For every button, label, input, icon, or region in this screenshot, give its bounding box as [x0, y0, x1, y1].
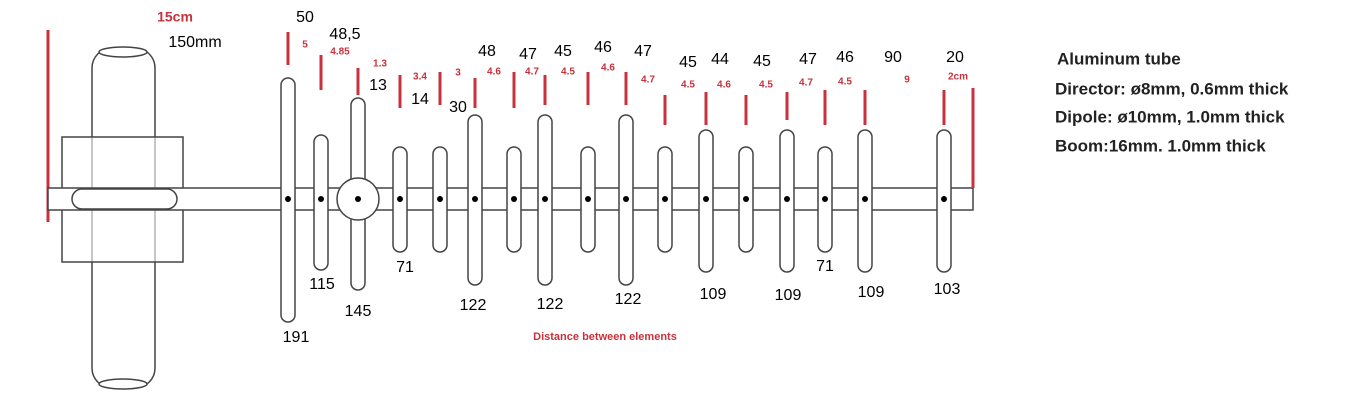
boom-hole — [941, 196, 947, 202]
notes-line: Boom:16mm. 1.0mm thick — [1055, 136, 1266, 155]
spacing-cm: 4.85 — [330, 47, 350, 58]
spacing-mm: 50 — [296, 9, 314, 26]
element-length: 145 — [345, 303, 372, 320]
element-length: 122 — [615, 291, 642, 308]
element-length: 71 — [816, 258, 834, 275]
spacing-cm: 4.6 — [717, 80, 731, 91]
element-length: 191 — [283, 329, 310, 346]
notes-line: Director: ø8mm, 0.6mm thick — [1055, 79, 1289, 98]
boom-hole — [743, 196, 749, 202]
spacing-cm: 3 — [455, 68, 461, 79]
spacing-mm: 46 — [594, 39, 612, 56]
boom-hole — [285, 196, 291, 202]
spacing-mm: 47 — [634, 43, 652, 60]
spacing-cm: 4.5 — [759, 80, 773, 91]
element-length: 115 — [309, 276, 335, 293]
spacing-mm: 90 — [884, 49, 902, 66]
spacing-mm: 44 — [711, 51, 729, 68]
spacing-cm: 9 — [904, 75, 910, 86]
boom-hole — [585, 196, 591, 202]
spacing-mm: 30 — [449, 99, 467, 116]
spacing-cm: 4.5 — [681, 80, 695, 91]
boom-hole — [397, 196, 403, 202]
element-length: 71 — [396, 259, 414, 276]
notes-title: Aluminum tube — [1057, 49, 1181, 68]
element-length: 109 — [700, 286, 727, 303]
spacing-mm: 46 — [836, 49, 854, 66]
element-length: 109 — [775, 287, 802, 304]
boom-hole — [318, 196, 324, 202]
boom-hole — [822, 196, 828, 202]
spacing-cm: 4.6 — [601, 63, 615, 74]
element-length: 122 — [537, 296, 564, 313]
mast-end — [98, 46, 148, 58]
spacing-mm: 20 — [946, 49, 964, 66]
boom-hole — [862, 196, 868, 202]
spacing-cm: 4.6 — [487, 67, 501, 78]
spacing-mm: 45 — [753, 53, 771, 70]
notes-line: Dipole: ø10mm, 1.0mm thick — [1055, 107, 1285, 126]
boom-hole — [355, 196, 361, 202]
spacing-mm: 14 — [411, 91, 429, 108]
spacing-cm: 1.3 — [373, 59, 387, 70]
element-length: 122 — [460, 297, 487, 314]
spacing-mm: 45 — [554, 43, 572, 60]
element — [313, 134, 329, 271]
spacing-mm: 48,5 — [329, 26, 360, 43]
boom-hole — [542, 196, 548, 202]
dimension-cm: 15cm — [157, 9, 193, 25]
boom-hole — [623, 196, 629, 202]
spacing-mm: 48 — [478, 43, 496, 60]
element-length: 109 — [858, 284, 885, 301]
boom-hole — [662, 196, 668, 202]
mast-end — [98, 378, 148, 390]
boom-hole — [437, 196, 443, 202]
spacing-cm: 4.7 — [641, 75, 655, 86]
boom-hole — [472, 196, 478, 202]
spacing-cm: 4.7 — [525, 67, 539, 78]
element-length: 103 — [934, 281, 961, 298]
spacing-mm: 47 — [799, 51, 817, 68]
spacing-cm: 2cm — [948, 72, 968, 83]
spacing-cm: 4.5 — [838, 77, 852, 88]
spacing-mm: 13 — [369, 77, 387, 94]
dimension-mm: 150mm — [168, 34, 221, 51]
spacing-cm: 4.7 — [799, 78, 813, 89]
caption: Distance between elements — [533, 331, 677, 343]
boom-hole — [703, 196, 709, 202]
spacing-mm: 47 — [519, 46, 537, 63]
spacing-cm: 3.4 — [413, 72, 427, 83]
boom-hole — [511, 196, 517, 202]
boom-hole — [784, 196, 790, 202]
spacing-mm: 45 — [679, 54, 697, 71]
spacing-cm: 4.5 — [561, 67, 575, 78]
boom-slot — [71, 188, 178, 210]
spacing-cm: 5 — [302, 40, 308, 51]
